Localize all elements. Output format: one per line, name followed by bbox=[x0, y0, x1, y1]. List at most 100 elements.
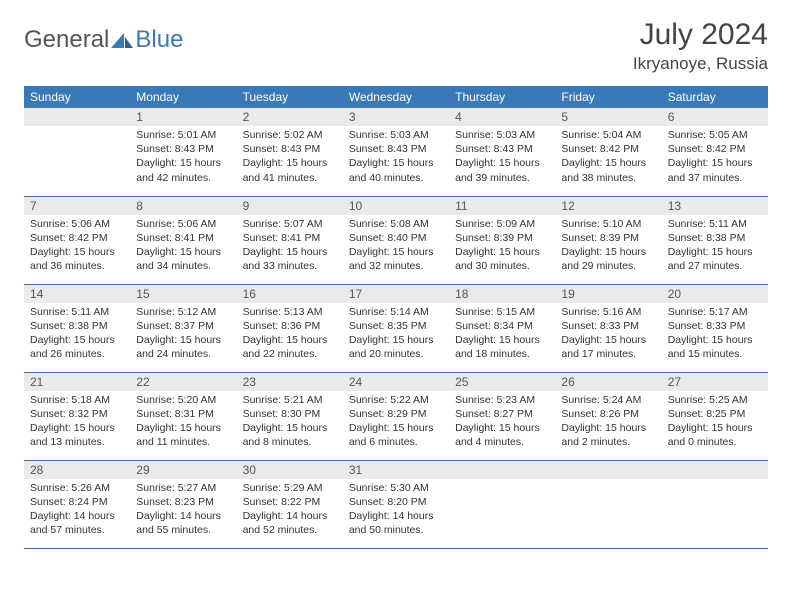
location: Ikryanoye, Russia bbox=[633, 54, 768, 74]
daylight-text: Daylight: 15 hours and 38 minutes. bbox=[561, 156, 655, 184]
daylight-text: Daylight: 15 hours and 8 minutes. bbox=[243, 421, 337, 449]
day-number: 31 bbox=[343, 461, 449, 479]
calendar-day-cell: 21Sunrise: 5:18 AMSunset: 8:32 PMDayligh… bbox=[24, 372, 130, 460]
day-data: Sunrise: 5:11 AMSunset: 8:38 PMDaylight:… bbox=[24, 303, 130, 366]
calendar-day-cell bbox=[662, 460, 768, 548]
daylight-text: Daylight: 15 hours and 20 minutes. bbox=[349, 333, 443, 361]
day-data: Sunrise: 5:02 AMSunset: 8:43 PMDaylight:… bbox=[237, 126, 343, 189]
daylight-text: Daylight: 15 hours and 13 minutes. bbox=[30, 421, 124, 449]
daylight-text: Daylight: 15 hours and 41 minutes. bbox=[243, 156, 337, 184]
sunrise-text: Sunrise: 5:15 AM bbox=[455, 305, 549, 319]
sunset-text: Sunset: 8:43 PM bbox=[349, 142, 443, 156]
sunset-text: Sunset: 8:33 PM bbox=[668, 319, 762, 333]
day-number: 30 bbox=[237, 461, 343, 479]
day-data: Sunrise: 5:27 AMSunset: 8:23 PMDaylight:… bbox=[130, 479, 236, 542]
sunrise-text: Sunrise: 5:04 AM bbox=[561, 128, 655, 142]
day-data: Sunrise: 5:05 AMSunset: 8:42 PMDaylight:… bbox=[662, 126, 768, 189]
sunrise-text: Sunrise: 5:06 AM bbox=[30, 217, 124, 231]
daylight-text: Daylight: 15 hours and 22 minutes. bbox=[243, 333, 337, 361]
calendar-day-cell: 4Sunrise: 5:03 AMSunset: 8:43 PMDaylight… bbox=[449, 108, 555, 196]
sunrise-text: Sunrise: 5:13 AM bbox=[243, 305, 337, 319]
sunset-text: Sunset: 8:26 PM bbox=[561, 407, 655, 421]
calendar-day-cell: 27Sunrise: 5:25 AMSunset: 8:25 PMDayligh… bbox=[662, 372, 768, 460]
sunrise-text: Sunrise: 5:27 AM bbox=[136, 481, 230, 495]
calendar-day-cell: 19Sunrise: 5:16 AMSunset: 8:33 PMDayligh… bbox=[555, 284, 661, 372]
day-number: 6 bbox=[662, 108, 768, 126]
calendar-day-cell: 30Sunrise: 5:29 AMSunset: 8:22 PMDayligh… bbox=[237, 460, 343, 548]
sunset-text: Sunset: 8:23 PM bbox=[136, 495, 230, 509]
day-number: 24 bbox=[343, 373, 449, 391]
day-number bbox=[555, 461, 661, 479]
day-number: 20 bbox=[662, 285, 768, 303]
day-number: 17 bbox=[343, 285, 449, 303]
daylight-text: Daylight: 15 hours and 39 minutes. bbox=[455, 156, 549, 184]
weekday-header-row: Sunday Monday Tuesday Wednesday Thursday… bbox=[24, 86, 768, 108]
day-number: 8 bbox=[130, 197, 236, 215]
calendar-table: Sunday Monday Tuesday Wednesday Thursday… bbox=[24, 86, 768, 549]
sunset-text: Sunset: 8:37 PM bbox=[136, 319, 230, 333]
sunrise-text: Sunrise: 5:24 AM bbox=[561, 393, 655, 407]
calendar-day-cell: 9Sunrise: 5:07 AMSunset: 8:41 PMDaylight… bbox=[237, 196, 343, 284]
sunset-text: Sunset: 8:22 PM bbox=[243, 495, 337, 509]
day-data: Sunrise: 5:04 AMSunset: 8:42 PMDaylight:… bbox=[555, 126, 661, 189]
day-number: 13 bbox=[662, 197, 768, 215]
day-data: Sunrise: 5:08 AMSunset: 8:40 PMDaylight:… bbox=[343, 215, 449, 278]
sunset-text: Sunset: 8:41 PM bbox=[243, 231, 337, 245]
day-number: 16 bbox=[237, 285, 343, 303]
day-number: 9 bbox=[237, 197, 343, 215]
day-number: 14 bbox=[24, 285, 130, 303]
daylight-text: Daylight: 15 hours and 24 minutes. bbox=[136, 333, 230, 361]
daylight-text: Daylight: 14 hours and 52 minutes. bbox=[243, 509, 337, 537]
calendar-day-cell bbox=[449, 460, 555, 548]
day-data: Sunrise: 5:06 AMSunset: 8:42 PMDaylight:… bbox=[24, 215, 130, 278]
sunset-text: Sunset: 8:41 PM bbox=[136, 231, 230, 245]
day-number bbox=[662, 461, 768, 479]
calendar-day-cell: 20Sunrise: 5:17 AMSunset: 8:33 PMDayligh… bbox=[662, 284, 768, 372]
day-number: 10 bbox=[343, 197, 449, 215]
daylight-text: Daylight: 15 hours and 6 minutes. bbox=[349, 421, 443, 449]
calendar-day-cell: 28Sunrise: 5:26 AMSunset: 8:24 PMDayligh… bbox=[24, 460, 130, 548]
sunrise-text: Sunrise: 5:11 AM bbox=[30, 305, 124, 319]
daylight-text: Daylight: 14 hours and 50 minutes. bbox=[349, 509, 443, 537]
day-number: 5 bbox=[555, 108, 661, 126]
day-number bbox=[24, 108, 130, 126]
day-number: 22 bbox=[130, 373, 236, 391]
month-title: July 2024 bbox=[633, 18, 768, 52]
sunrise-text: Sunrise: 5:14 AM bbox=[349, 305, 443, 319]
sunrise-text: Sunrise: 5:30 AM bbox=[349, 481, 443, 495]
day-data: Sunrise: 5:06 AMSunset: 8:41 PMDaylight:… bbox=[130, 215, 236, 278]
daylight-text: Daylight: 15 hours and 27 minutes. bbox=[668, 245, 762, 273]
day-data: Sunrise: 5:10 AMSunset: 8:39 PMDaylight:… bbox=[555, 215, 661, 278]
calendar-week-row: 1Sunrise: 5:01 AMSunset: 8:43 PMDaylight… bbox=[24, 108, 768, 196]
daylight-text: Daylight: 14 hours and 55 minutes. bbox=[136, 509, 230, 537]
day-number: 25 bbox=[449, 373, 555, 391]
daylight-text: Daylight: 15 hours and 34 minutes. bbox=[136, 245, 230, 273]
daylight-text: Daylight: 15 hours and 15 minutes. bbox=[668, 333, 762, 361]
calendar-day-cell: 6Sunrise: 5:05 AMSunset: 8:42 PMDaylight… bbox=[662, 108, 768, 196]
calendar-week-row: 28Sunrise: 5:26 AMSunset: 8:24 PMDayligh… bbox=[24, 460, 768, 548]
day-data: Sunrise: 5:16 AMSunset: 8:33 PMDaylight:… bbox=[555, 303, 661, 366]
sunrise-text: Sunrise: 5:08 AM bbox=[349, 217, 443, 231]
day-data: Sunrise: 5:11 AMSunset: 8:38 PMDaylight:… bbox=[662, 215, 768, 278]
day-number bbox=[449, 461, 555, 479]
day-number: 2 bbox=[237, 108, 343, 126]
sunset-text: Sunset: 8:43 PM bbox=[455, 142, 549, 156]
day-number: 23 bbox=[237, 373, 343, 391]
sunrise-text: Sunrise: 5:05 AM bbox=[668, 128, 762, 142]
day-data: Sunrise: 5:26 AMSunset: 8:24 PMDaylight:… bbox=[24, 479, 130, 542]
sunset-text: Sunset: 8:24 PM bbox=[30, 495, 124, 509]
day-number: 7 bbox=[24, 197, 130, 215]
day-data: Sunrise: 5:09 AMSunset: 8:39 PMDaylight:… bbox=[449, 215, 555, 278]
day-data: Sunrise: 5:13 AMSunset: 8:36 PMDaylight:… bbox=[237, 303, 343, 366]
sunset-text: Sunset: 8:31 PM bbox=[136, 407, 230, 421]
daylight-text: Daylight: 15 hours and 37 minutes. bbox=[668, 156, 762, 184]
sunrise-text: Sunrise: 5:07 AM bbox=[243, 217, 337, 231]
sunrise-text: Sunrise: 5:18 AM bbox=[30, 393, 124, 407]
calendar-day-cell: 26Sunrise: 5:24 AMSunset: 8:26 PMDayligh… bbox=[555, 372, 661, 460]
day-data: Sunrise: 5:22 AMSunset: 8:29 PMDaylight:… bbox=[343, 391, 449, 454]
day-data: Sunrise: 5:03 AMSunset: 8:43 PMDaylight:… bbox=[343, 126, 449, 189]
calendar-day-cell bbox=[24, 108, 130, 196]
sunrise-text: Sunrise: 5:22 AM bbox=[349, 393, 443, 407]
day-data: Sunrise: 5:29 AMSunset: 8:22 PMDaylight:… bbox=[237, 479, 343, 542]
sunset-text: Sunset: 8:38 PM bbox=[668, 231, 762, 245]
